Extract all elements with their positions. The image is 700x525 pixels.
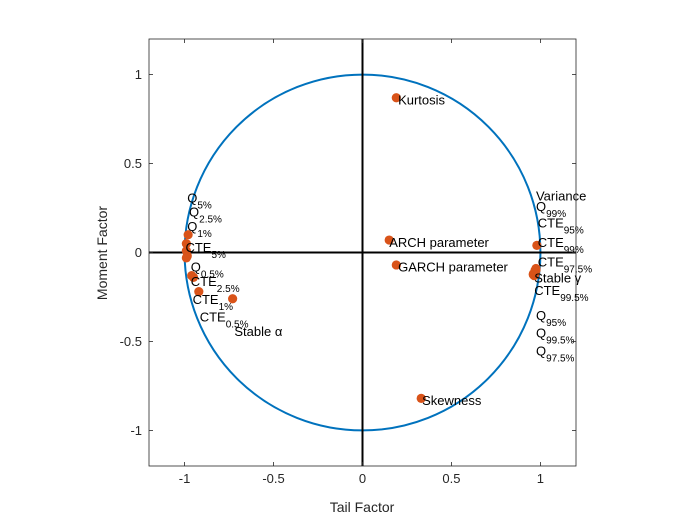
data-point — [188, 272, 199, 283]
point-label: CTE0.5% — [200, 310, 249, 331]
y-tick-label: -0.5 — [120, 334, 142, 349]
point-label: CTE95% — [538, 215, 584, 236]
point-label: CTE97.5% — [538, 254, 592, 275]
point-label: Stable α — [234, 324, 282, 339]
point-label: CTE2.5% — [191, 274, 240, 295]
y-tick-label: -1 — [130, 423, 142, 438]
point-label: Q95% — [536, 308, 566, 329]
point-label: Variance — [536, 189, 586, 204]
data-point — [182, 251, 192, 261]
ticks-layer: -1 -0.5 0 0.5 1 -1 -0.5 0 0.5 1 — [120, 39, 576, 486]
y-tick-label: 1 — [135, 67, 142, 82]
data-point — [416, 393, 426, 403]
y-tick-label: 0.5 — [124, 156, 142, 171]
point-label: Kurtosis — [398, 92, 445, 107]
x-axis-label: Tail Factor — [330, 499, 395, 515]
point-labels-layer: Kurtosis ARCH parameter GARCH parameter Ske… — [185, 92, 592, 408]
point-label: Q0.5% — [191, 260, 224, 281]
point-label: Skewness — [422, 393, 482, 408]
point-label: Q99% — [536, 199, 566, 220]
point-label: CTE5% — [185, 240, 226, 261]
x-tick-label: 0 — [359, 471, 366, 486]
point-label: CTE99% — [538, 235, 584, 256]
data-point — [528, 270, 538, 280]
y-axis-label: Moment Factor — [94, 206, 110, 300]
data-point — [391, 260, 401, 270]
point-label: Q2.5% — [189, 205, 222, 226]
point-label: Q99.5% — [536, 326, 575, 347]
x-tick-label: 1 — [537, 471, 544, 486]
point-label: Q5% — [187, 190, 212, 211]
point-label: GARCH parameter — [398, 260, 508, 275]
data-point — [532, 240, 542, 250]
data-point — [391, 93, 401, 103]
point-label: CTE99.5% — [534, 283, 588, 304]
x-tick-label: -1 — [179, 471, 191, 486]
point-label: CTE1% — [193, 292, 234, 313]
data-point — [183, 230, 193, 240]
x-tick-label: -0.5 — [262, 471, 284, 486]
y-tick-label: 0 — [135, 245, 142, 260]
point-label: Q1% — [187, 219, 212, 240]
points-layer — [181, 93, 542, 403]
point-label: Q97.5% — [536, 343, 575, 364]
point-label: Stable γ — [534, 270, 581, 285]
data-point — [181, 239, 191, 249]
data-point — [228, 294, 238, 304]
data-point — [384, 235, 394, 245]
point-label: ARCH parameter — [389, 235, 489, 250]
x-tick-label: 0.5 — [442, 471, 460, 486]
origin-axes-layer — [149, 39, 576, 466]
data-point — [194, 287, 204, 297]
